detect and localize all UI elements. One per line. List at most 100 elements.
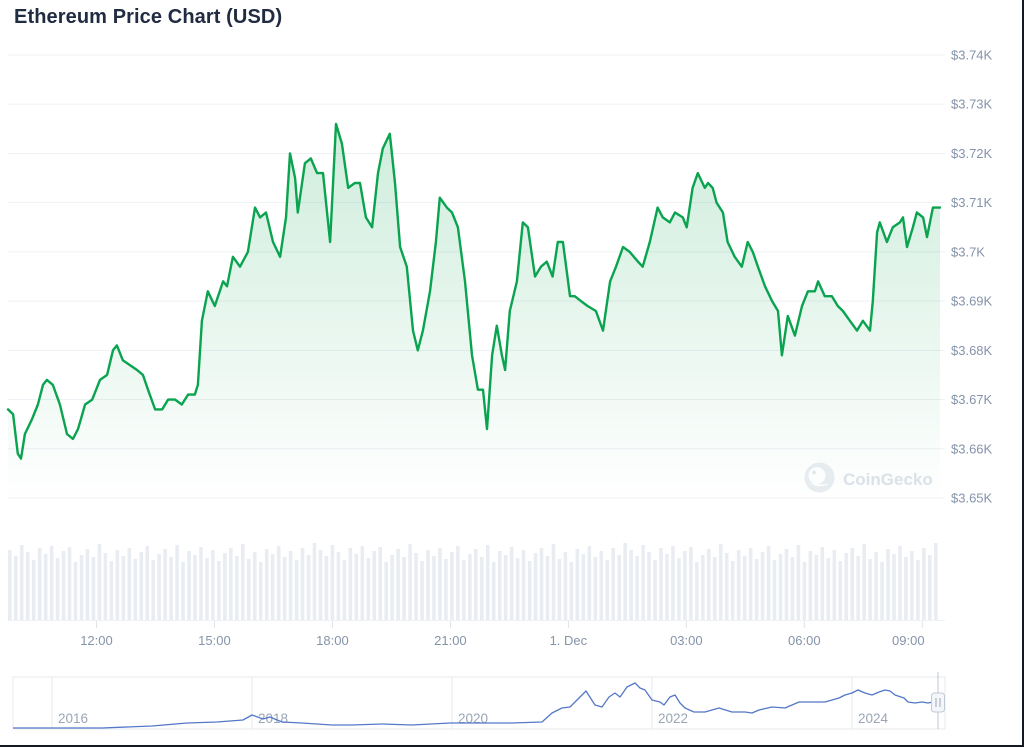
volume-bar <box>539 548 544 620</box>
volume-bar <box>306 555 311 620</box>
volume-bar <box>563 552 568 620</box>
volume-bar <box>312 543 317 620</box>
volume-bar <box>456 546 460 620</box>
navigator[interactable]: 20162018202020222024 <box>12 672 946 730</box>
volume-bar <box>820 547 825 620</box>
volume-bar <box>462 560 466 620</box>
volume-bar <box>193 555 197 620</box>
volume-bar <box>557 559 562 620</box>
y-axis-label: $3.74K <box>951 48 993 63</box>
volume-bar <box>575 549 580 620</box>
price-line <box>6 122 942 460</box>
navigator-year-label: 2022 <box>658 711 688 726</box>
volume-bar <box>223 553 227 620</box>
volume-bar <box>611 548 616 620</box>
volume-bar <box>898 546 902 620</box>
navigator-handle-grip <box>931 692 945 713</box>
volume-bar <box>294 560 299 620</box>
volume-bar <box>438 548 442 620</box>
navigator-track[interactable] <box>13 677 945 729</box>
volume-bar <box>790 557 795 620</box>
volume-bar <box>288 551 293 620</box>
volume-bar <box>366 558 371 620</box>
volume-bar <box>712 557 717 620</box>
volume-bar <box>509 547 514 620</box>
volume-bar <box>683 551 687 620</box>
price-chart-plot-area[interactable] <box>8 38 945 506</box>
x-axis-label: 21:00 <box>434 633 467 648</box>
volume-bar <box>730 561 735 620</box>
volume-bar <box>246 559 251 620</box>
volume-bar <box>432 556 436 620</box>
volume-bar <box>784 549 789 620</box>
volume-bar <box>450 552 454 620</box>
volume-bar <box>665 554 669 620</box>
volume-bar <box>916 560 920 620</box>
volume-bar <box>802 562 807 620</box>
volume-bar <box>318 550 323 620</box>
volume-bar <box>689 547 693 620</box>
volume-bar <box>617 555 621 620</box>
volume-bar <box>61 551 66 620</box>
volume-bar <box>199 547 203 620</box>
volume-bar <box>587 546 592 620</box>
volume-bar <box>695 562 699 620</box>
volume-bar <box>163 549 167 620</box>
volume-bar <box>581 554 586 620</box>
volume-bar <box>13 556 18 620</box>
y-axis-label: $3.73K <box>951 97 993 112</box>
volume-bar <box>31 560 36 620</box>
volume-bar <box>49 546 54 620</box>
volume-bar <box>635 556 639 620</box>
volume-bar <box>79 555 84 620</box>
volume-bar <box>503 555 508 620</box>
x-axis-label: 09:00 <box>892 633 925 648</box>
volume-bar <box>217 561 221 620</box>
navigator-year-label: 2016 <box>58 711 88 726</box>
volume-bar <box>276 546 281 620</box>
volume-bar <box>282 557 287 620</box>
volume-bar <box>814 555 819 620</box>
x-axis-label: 18:00 <box>316 633 349 648</box>
volume-bar <box>414 553 418 620</box>
volume-bar <box>886 549 890 620</box>
volume-bar <box>121 556 126 620</box>
volume-bar <box>593 557 598 620</box>
volume-bar <box>724 553 729 620</box>
volume-bar <box>515 558 520 620</box>
volume-bar <box>37 548 42 620</box>
volume-bar <box>372 551 377 620</box>
volume-bar <box>880 562 884 620</box>
price-area-fill <box>8 123 940 503</box>
volume-bar <box>545 556 550 620</box>
volume-bar <box>479 557 484 620</box>
navigator-year-label: 2024 <box>858 711 889 726</box>
volume-bar <box>55 558 60 620</box>
volume-bar <box>181 562 185 620</box>
volume-bar <box>324 556 329 620</box>
y-axis-label: $3.66K <box>951 441 993 456</box>
volume-bar <box>772 560 777 620</box>
volume-bar <box>497 551 502 620</box>
volume-bar <box>330 545 335 620</box>
x-axis-label: 15:00 <box>198 633 231 648</box>
y-axis-label: $3.7K <box>951 244 985 259</box>
y-axis-label: $3.69K <box>951 294 993 309</box>
volume-bar <box>533 553 538 620</box>
volume-bar <box>103 553 108 620</box>
volume-bar <box>671 546 675 620</box>
volume-bar <box>25 552 30 620</box>
volume-bar <box>109 561 114 620</box>
volume-bar <box>934 543 938 620</box>
volume-bar <box>760 552 765 620</box>
volume-bar <box>629 550 633 620</box>
volume-bar <box>910 551 914 620</box>
volume-bar <box>336 552 341 620</box>
volume-bar <box>569 562 574 620</box>
volume-bar <box>647 552 651 620</box>
volume-bar <box>838 561 843 620</box>
y-axis-label: $3.67K <box>951 392 993 407</box>
y-axis-label: $3.71K <box>951 195 993 210</box>
navigator-handle-right[interactable] <box>931 672 945 729</box>
